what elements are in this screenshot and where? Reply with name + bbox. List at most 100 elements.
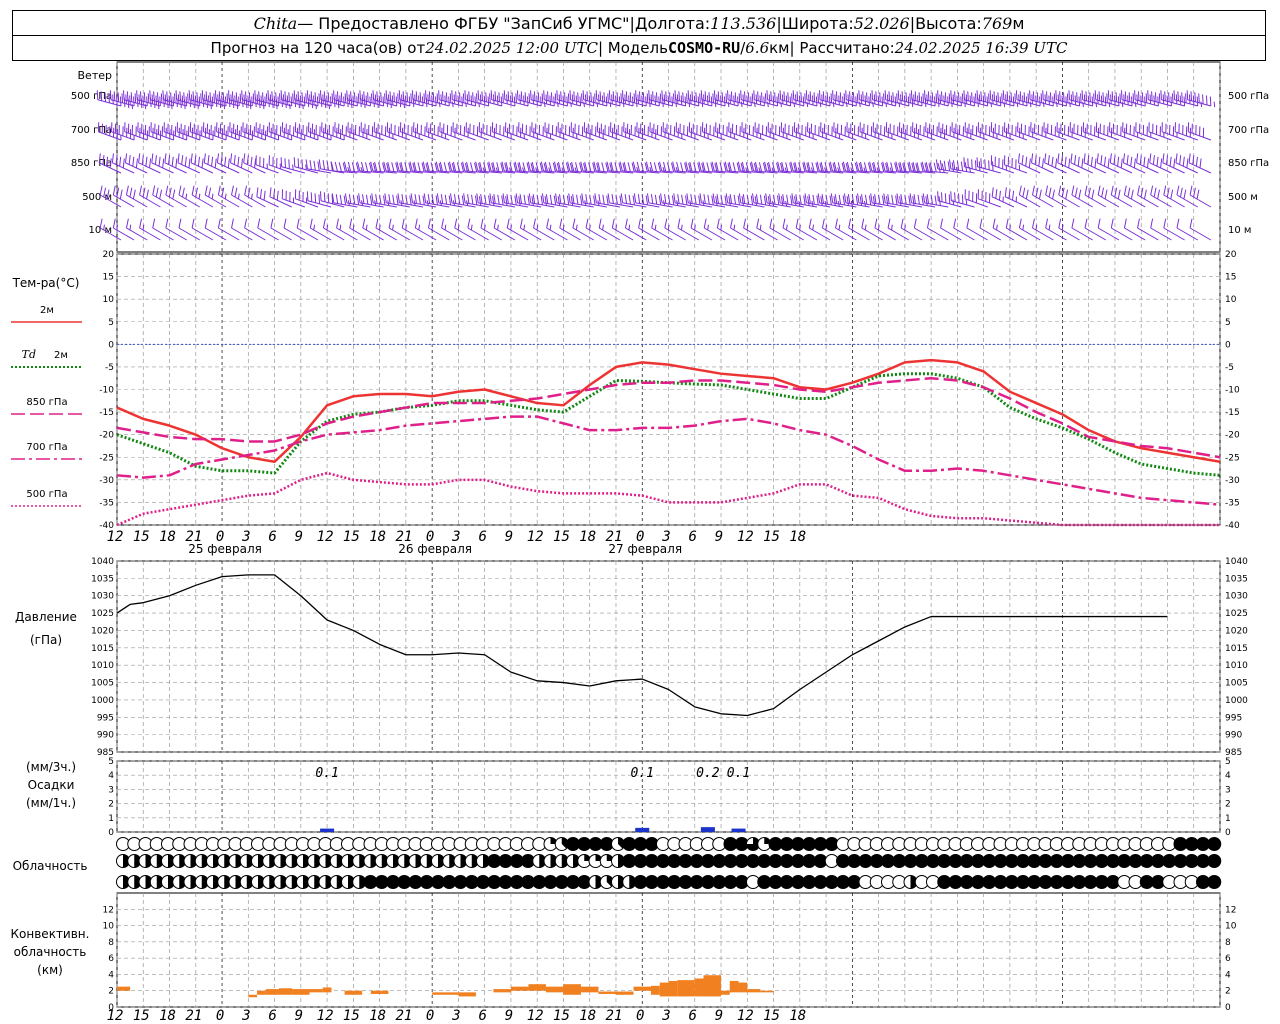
- wind-barb-feather: [1036, 92, 1039, 102]
- wind-barb-feather: [408, 162, 412, 173]
- convective-bar: [493, 989, 511, 993]
- pressure-tick-right: 1020: [1225, 626, 1248, 636]
- wind-barb-feather: [1196, 189, 1200, 200]
- convective-bar: [729, 980, 739, 993]
- wind-barb-feather: [351, 162, 356, 172]
- cloud-fill-full: [1005, 854, 1019, 868]
- wind-barb: [331, 193, 358, 208]
- cloud-fill-full: [881, 854, 895, 868]
- wind-barb-feather: [873, 161, 877, 172]
- wind-barb-feather: [301, 159, 304, 169]
- cloud-fill-full: [780, 854, 794, 868]
- wind-barb-feather: [1136, 94, 1138, 104]
- wind-barb-feather: [702, 161, 706, 172]
- wind-barb-half-feather: [328, 103, 331, 110]
- wind-barb-feather: [650, 94, 653, 104]
- wind-barb-feather: [514, 195, 517, 205]
- cloud-symbol: [824, 837, 839, 851]
- wind-barb-feather: [605, 96, 608, 107]
- convective-tick-right: 0: [1225, 1003, 1231, 1013]
- wind-barb: [559, 218, 581, 241]
- convective-tick-left: 6: [108, 954, 114, 964]
- cloud-fill-sector: [746, 837, 760, 851]
- wind-barb: [700, 90, 730, 108]
- wind-barb-feather: [99, 218, 103, 229]
- wind-barb-feather: [769, 218, 773, 229]
- wind-panel-label: Ветер: [78, 69, 112, 82]
- wind-barb: [231, 185, 253, 208]
- wind-barb: [651, 218, 673, 241]
- convective-panel-label: (км): [37, 963, 63, 977]
- wind-barb-feather: [361, 94, 364, 104]
- wind-barb-staff: [1163, 227, 1185, 241]
- pressure-tick-left: 1035: [91, 574, 114, 584]
- wind-barb-feather: [638, 91, 641, 101]
- wind-barb-feather: [581, 93, 583, 103]
- wind-barb: [385, 90, 415, 108]
- wind-barb-feather: [194, 155, 197, 165]
- temperature-tick-left: -30: [99, 476, 114, 486]
- wind-barb-feather: [435, 161, 439, 172]
- wind-barb-feather: [1157, 96, 1159, 107]
- cloud-fill-full: [667, 854, 681, 868]
- convective-bar: [659, 982, 669, 997]
- wind-barb: [1044, 153, 1067, 174]
- wind-barb: [870, 193, 896, 208]
- wind-barb-feather: [1192, 155, 1195, 165]
- wind-barb-feather: [871, 90, 874, 100]
- wind-barb-feather: [730, 91, 733, 101]
- cloud-fill-sector: [348, 854, 355, 868]
- cloud-symbol: [251, 854, 265, 868]
- wind-barb-feather: [191, 185, 195, 196]
- wind-barb: [137, 122, 162, 141]
- wind-barb-feather: [197, 156, 200, 167]
- wind-barb-half-feather: [780, 101, 782, 108]
- wind-barb-feather: [1176, 185, 1180, 196]
- wind-barb-feather: [829, 195, 832, 205]
- cloud-symbol: [644, 837, 659, 851]
- wind-barb-feather: [336, 91, 339, 101]
- wind-barb-feather: [554, 93, 557, 103]
- wind-barb-feather: [119, 189, 123, 200]
- wind-barb-feather: [991, 187, 994, 197]
- convective-bar: [650, 985, 660, 995]
- pressure-tick-left: 985: [97, 748, 114, 758]
- wind-barb: [1045, 218, 1067, 241]
- wind-barb-feather: [1130, 189, 1134, 200]
- wind-barb-feather: [781, 94, 784, 104]
- wind-barb-feather: [396, 161, 400, 172]
- wind-barb-feather: [533, 218, 536, 229]
- cloud-symbol: [194, 875, 209, 889]
- cloud-symbol: [959, 875, 974, 889]
- wind-barb-feather: [757, 91, 759, 101]
- wind-barb-feather: [828, 162, 832, 173]
- wind-barb-feather: [1066, 93, 1069, 103]
- wind-barb: [977, 189, 1001, 208]
- wind-barb-feather: [620, 93, 623, 103]
- cloud-fill-sector: [393, 854, 400, 868]
- cloud-symbol: [768, 854, 783, 868]
- wind-barb: [204, 185, 227, 208]
- wind-barb-feather: [779, 90, 782, 100]
- wind-barb-feather: [1119, 93, 1121, 103]
- wind-barb-feather: [296, 94, 298, 104]
- wind-barb-feather: [572, 218, 576, 229]
- cloud-fill-sector: [303, 875, 310, 889]
- wind-barb-feather: [584, 161, 588, 172]
- wind-barb-feather: [134, 93, 137, 103]
- wind-barb-feather: [956, 95, 959, 105]
- forecast-label: Прогноз на 120 часа(ов) от: [210, 39, 426, 57]
- wind-barb-half-feather: [845, 101, 848, 108]
- wind-barb-feather: [1038, 189, 1042, 200]
- wind-barb-feather: [269, 187, 272, 197]
- wind-barb: [527, 161, 555, 174]
- wind-barb-feather: [133, 96, 135, 107]
- temperature-tick-left: 15: [103, 273, 114, 283]
- wind-barb-feather: [910, 90, 913, 100]
- wind-barb-feather: [510, 194, 513, 205]
- wind-barb-feather: [235, 92, 238, 102]
- wind-barb: [992, 218, 1015, 241]
- wind-barb-feather: [809, 91, 812, 101]
- wind-barb: [283, 218, 306, 241]
- wind-barb-feather: [713, 90, 716, 100]
